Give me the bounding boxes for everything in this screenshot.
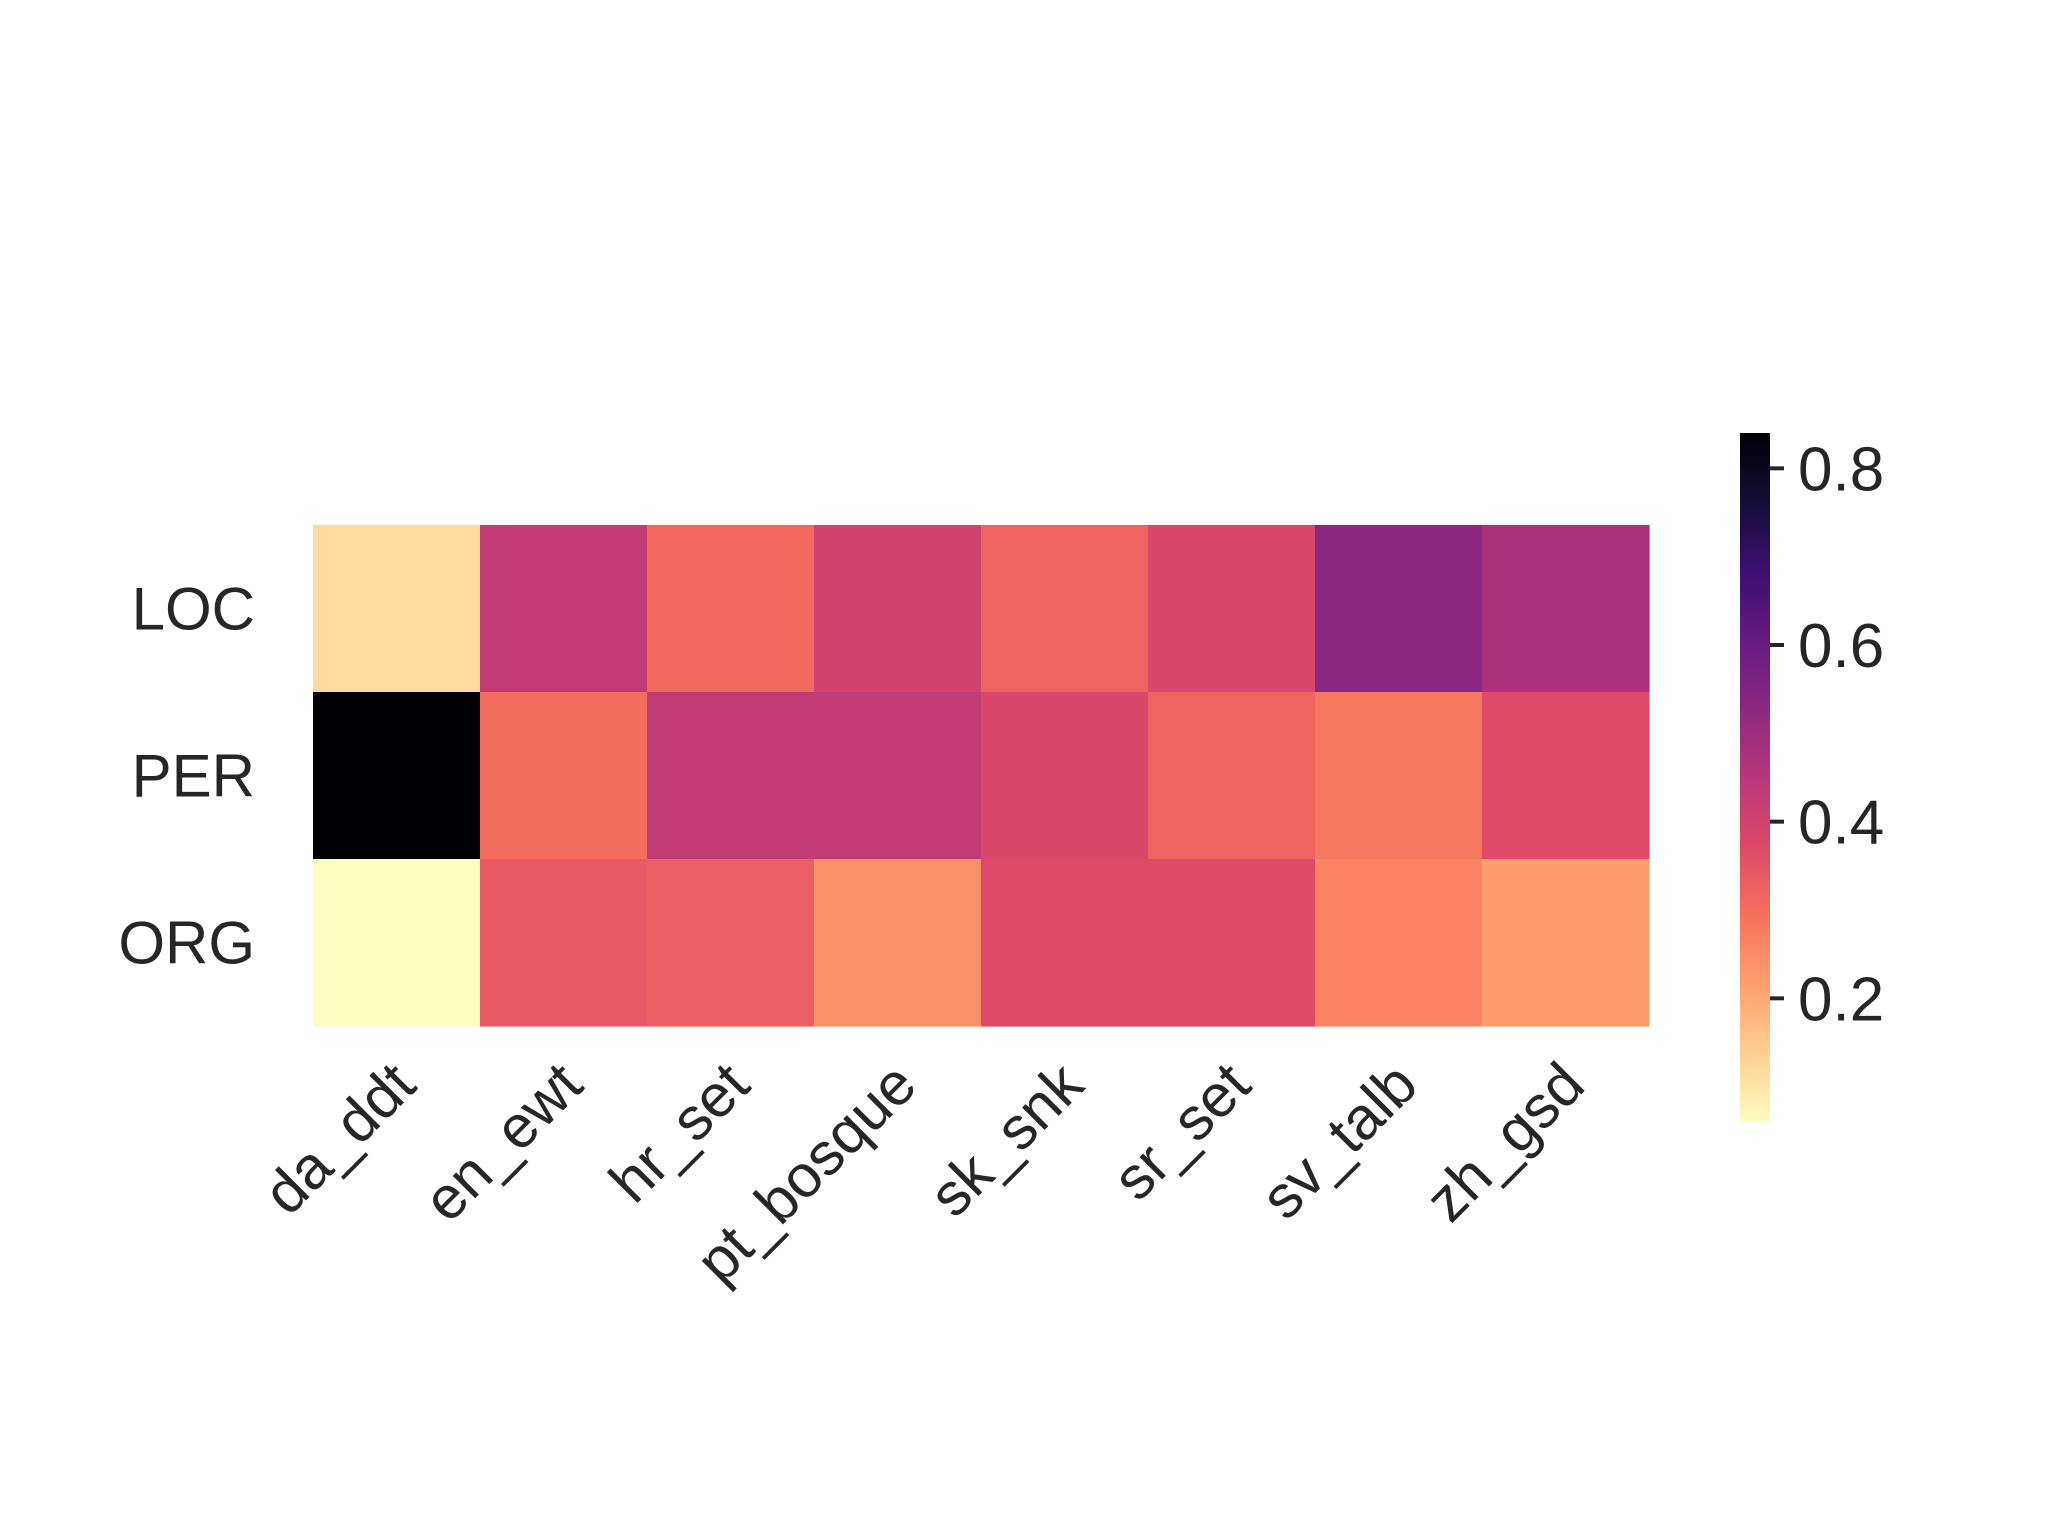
colorbar-ticks: 0.2 0.4 0.6 0.8 [1770,435,1884,1034]
y-tick-labels: LOC PER ORG [118,576,255,977]
colorbar: 0.2 0.4 0.6 0.8 [1740,433,1884,1122]
heatmap-cell-LOC-hr_set [647,525,815,693]
x-tick-label-zh_gsd: zh_gsd [1413,1050,1597,1234]
heatmap-cell-PER-sv_talb [1315,692,1483,860]
heatmap-cell-ORG-en_ewt [480,859,648,1027]
heatmap-cell-ORG-hr_set [647,859,815,1027]
heatmap-cell-PER-zh_gsd [1482,692,1650,860]
heatmap-cell-PER-en_ewt [480,692,648,860]
colorbar-tick-label-0.4: 0.4 [1798,789,1884,858]
colorbar-tick-label-0.6: 0.6 [1798,612,1884,681]
heatmap-cell-PER-da_ddt [313,692,481,860]
x-tick-label-sv_talb: sv_talb [1248,1050,1430,1232]
y-tick-label-PER: PER [132,743,255,810]
heatmap-cell-LOC-en_ewt [480,525,648,693]
heatmap-cell-ORG-sk_snk [981,859,1149,1027]
heatmap-cells [313,525,1650,1027]
heatmap-cell-PER-pt_bosque [814,692,982,860]
colorbar-tick-label-0.2: 0.2 [1798,965,1884,1034]
y-tick-label-LOC: LOC [132,576,255,643]
heatmap-cell-LOC-pt_bosque [814,525,982,693]
heatmap-cell-LOC-sr_set [1148,525,1316,693]
heatmap-cell-ORG-sr_set [1148,859,1316,1027]
colorbar-tick-label-0.8: 0.8 [1798,435,1884,504]
heatmap-cell-PER-sr_set [1148,692,1316,860]
heatmap-cell-ORG-pt_bosque [814,859,982,1027]
heatmap-cell-LOC-sv_talb [1315,525,1483,693]
x-tick-label-da_ddt: da_ddt [251,1050,428,1227]
heatmap-cell-PER-hr_set [647,692,815,860]
heatmap-cell-LOC-da_ddt [313,525,481,693]
heatmap-cell-ORG-sv_talb [1315,859,1483,1027]
x-tick-label-sr_set: sr_set [1100,1050,1263,1213]
x-tick-label-en_ewt: en_ewt [411,1050,595,1234]
heatmap-cell-PER-sk_snk [981,692,1149,860]
colorbar-gradient-bar [1740,433,1770,1122]
heatmap-cell-LOC-zh_gsd [1482,525,1650,693]
heatmap-cell-ORG-zh_gsd [1482,859,1650,1027]
y-tick-label-ORG: ORG [118,910,255,977]
x-tick-label-hr_set: hr_set [596,1050,762,1216]
heatmap-cell-LOC-sk_snk [981,525,1149,693]
heatmap-cell-ORG-da_ddt [313,859,481,1027]
x-tick-label-sk_snk: sk_snk [916,1049,1096,1229]
